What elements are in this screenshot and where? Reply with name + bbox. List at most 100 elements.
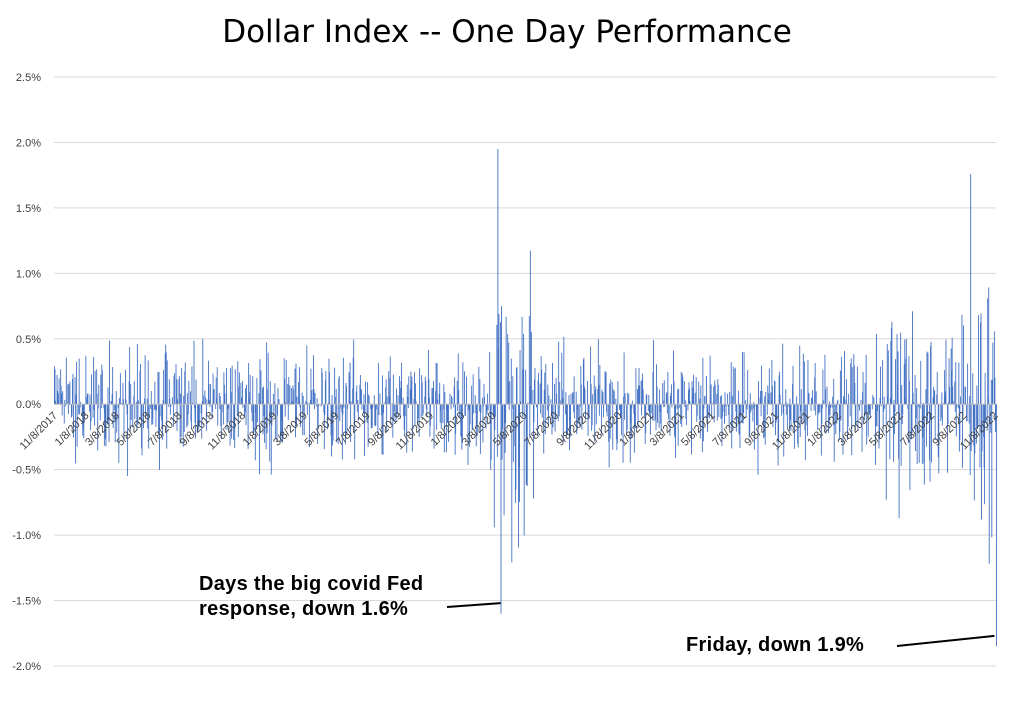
- bar: [947, 404, 948, 473]
- bar: [631, 404, 633, 409]
- bar: [778, 404, 780, 443]
- bar: [444, 392, 446, 405]
- bar: [548, 395, 550, 405]
- bar: [209, 399, 210, 405]
- bar: [994, 404, 996, 433]
- bar: [950, 348, 952, 405]
- bar: [236, 404, 238, 416]
- bar: [947, 404, 949, 425]
- bar: [395, 388, 397, 405]
- bar: [603, 404, 604, 418]
- bar: [520, 401, 522, 405]
- bar: [583, 357, 585, 405]
- bar: [796, 404, 798, 406]
- bar: [994, 377, 996, 405]
- bar: [481, 397, 483, 405]
- bar: [410, 371, 412, 405]
- bar: [252, 376, 254, 405]
- bar: [345, 404, 346, 445]
- bar: [621, 404, 622, 436]
- bar: [728, 404, 730, 415]
- bar: [926, 404, 928, 423]
- bar: [170, 404, 172, 407]
- bar: [931, 404, 933, 463]
- bar: [486, 404, 488, 411]
- bar: [854, 382, 856, 405]
- bar: [613, 390, 615, 405]
- bar: [663, 404, 665, 408]
- bar: [478, 404, 480, 412]
- bar: [605, 375, 606, 405]
- bar: [572, 391, 574, 405]
- bar: [466, 376, 467, 405]
- bar: [99, 404, 101, 421]
- bar: [299, 367, 301, 405]
- bar: [158, 372, 160, 405]
- bar: [857, 404, 859, 430]
- bar: [693, 374, 695, 405]
- bar: [78, 404, 80, 415]
- bar: [699, 404, 701, 439]
- bar: [271, 404, 273, 426]
- y-tick-label: 0.0%: [16, 399, 41, 411]
- bar: [527, 402, 529, 405]
- bar: [277, 387, 279, 405]
- bar: [407, 396, 409, 405]
- bar: [349, 362, 351, 405]
- bar: [150, 404, 152, 409]
- bar: [130, 404, 132, 420]
- bar: [959, 396, 961, 405]
- bar: [411, 376, 413, 405]
- bar: [911, 404, 912, 440]
- bar: [918, 404, 920, 463]
- bar: [818, 404, 820, 413]
- bar: [952, 401, 954, 405]
- bar: [368, 395, 370, 405]
- bar: [357, 399, 359, 405]
- bar: [940, 404, 942, 421]
- bar: [706, 404, 708, 422]
- bar: [945, 339, 947, 405]
- bar: [409, 389, 411, 405]
- bar: [457, 353, 459, 405]
- bar: [510, 358, 512, 405]
- bar: [199, 404, 201, 425]
- bar: [770, 400, 772, 405]
- bar: [350, 404, 352, 442]
- bar: [536, 404, 537, 408]
- bar: [766, 404, 768, 415]
- bar: [876, 333, 877, 405]
- bar: [821, 404, 823, 409]
- bar: [123, 399, 124, 405]
- bar: [204, 397, 206, 405]
- bar: [579, 404, 581, 407]
- bar: [927, 352, 929, 405]
- bar: [422, 404, 424, 414]
- bar: [887, 350, 889, 405]
- bar: [240, 397, 242, 405]
- bar: [727, 404, 729, 407]
- bar: [814, 377, 816, 405]
- bar: [386, 404, 388, 433]
- bar: [631, 400, 633, 405]
- bar: [540, 404, 542, 414]
- bar: [626, 404, 628, 435]
- bar: [914, 374, 916, 405]
- bar: [714, 384, 716, 405]
- bar: [566, 404, 568, 435]
- bar: [311, 390, 312, 405]
- bar: [159, 404, 160, 470]
- bar: [97, 404, 99, 451]
- bar: [954, 404, 956, 412]
- bar: [449, 393, 451, 405]
- bar: [797, 404, 799, 444]
- bar: [570, 393, 572, 405]
- bar: [132, 404, 134, 428]
- bar: [784, 404, 786, 406]
- bar: [601, 389, 603, 405]
- bar: [945, 391, 946, 405]
- bar: [403, 404, 405, 417]
- bar: [254, 404, 256, 461]
- bar: [68, 384, 70, 405]
- bar: [323, 404, 325, 413]
